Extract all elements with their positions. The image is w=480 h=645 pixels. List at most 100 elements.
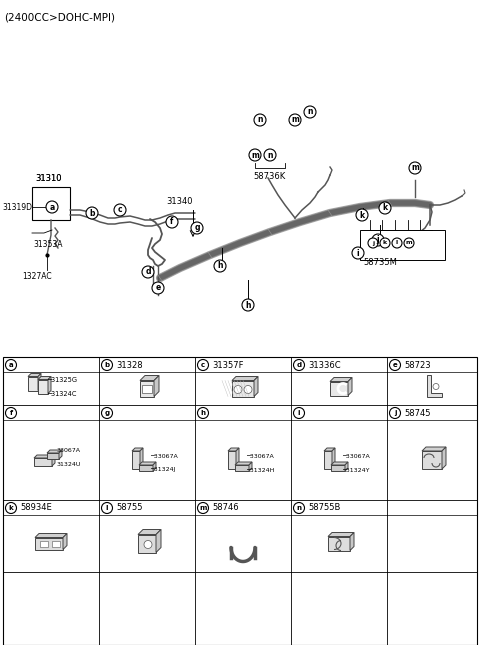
Polygon shape <box>47 453 59 459</box>
Circle shape <box>197 359 208 370</box>
Circle shape <box>152 282 164 294</box>
Polygon shape <box>427 375 442 397</box>
Circle shape <box>242 299 254 311</box>
Text: ─31324Y: ─31324Y <box>342 468 370 473</box>
Polygon shape <box>28 377 38 390</box>
Polygon shape <box>35 537 63 550</box>
Text: h: h <box>217 261 223 270</box>
Polygon shape <box>232 381 254 397</box>
Circle shape <box>86 207 98 219</box>
Polygon shape <box>332 448 335 469</box>
Text: j: j <box>394 410 396 416</box>
Circle shape <box>433 384 439 390</box>
Polygon shape <box>138 535 156 553</box>
Text: 31357F: 31357F <box>212 361 243 370</box>
Text: j: j <box>372 241 374 246</box>
Polygon shape <box>48 377 51 393</box>
Text: m: m <box>411 163 419 172</box>
Circle shape <box>5 408 16 419</box>
Polygon shape <box>249 462 252 471</box>
Circle shape <box>101 408 112 419</box>
Polygon shape <box>38 373 41 390</box>
Text: k: k <box>9 505 13 511</box>
Circle shape <box>166 216 178 228</box>
Circle shape <box>409 162 421 174</box>
Circle shape <box>389 359 400 370</box>
Circle shape <box>289 114 301 126</box>
Circle shape <box>293 408 304 419</box>
Bar <box>40 541 48 546</box>
Text: c: c <box>118 206 122 215</box>
Text: ─33067A: ─33067A <box>342 453 370 459</box>
Bar <box>142 384 152 393</box>
Polygon shape <box>38 377 51 379</box>
Text: k: k <box>360 210 365 219</box>
Circle shape <box>392 238 402 248</box>
Polygon shape <box>228 448 239 451</box>
Circle shape <box>368 238 378 248</box>
Polygon shape <box>331 465 345 471</box>
Text: l: l <box>396 241 398 246</box>
Circle shape <box>380 238 390 248</box>
Polygon shape <box>132 448 143 451</box>
Circle shape <box>46 201 58 213</box>
Polygon shape <box>324 448 335 451</box>
Polygon shape <box>156 530 161 553</box>
Text: n: n <box>267 150 273 159</box>
Text: 58934E: 58934E <box>20 504 52 513</box>
Text: m: m <box>251 150 259 159</box>
Polygon shape <box>254 377 258 397</box>
Text: f: f <box>10 410 12 416</box>
Polygon shape <box>140 448 143 469</box>
Polygon shape <box>232 377 258 381</box>
Text: d: d <box>145 268 151 277</box>
Text: l: l <box>106 505 108 511</box>
Text: ─31324J: ─31324J <box>150 468 176 473</box>
Polygon shape <box>140 375 159 381</box>
Text: 31353A: 31353A <box>33 240 62 249</box>
Polygon shape <box>63 533 67 550</box>
Bar <box>52 541 60 546</box>
Circle shape <box>379 202 391 214</box>
Bar <box>3 357 477 645</box>
Circle shape <box>293 359 304 370</box>
Circle shape <box>244 386 252 393</box>
Bar <box>32 187 70 220</box>
Text: c: c <box>201 362 205 368</box>
Circle shape <box>142 266 154 278</box>
Text: 31328: 31328 <box>116 361 143 370</box>
Circle shape <box>101 502 112 513</box>
Text: i: i <box>298 410 300 416</box>
Polygon shape <box>331 462 348 465</box>
Text: ─33067A: ─33067A <box>246 453 274 459</box>
Text: n: n <box>257 115 263 124</box>
Text: (2400CC>DOHC-MPI): (2400CC>DOHC-MPI) <box>4 13 115 23</box>
Text: 33067A: 33067A <box>57 448 81 453</box>
Text: ─31325G: ─31325G <box>47 377 77 384</box>
Text: ─31324H: ─31324H <box>246 468 275 473</box>
Circle shape <box>404 238 414 248</box>
Circle shape <box>197 408 208 419</box>
Circle shape <box>293 502 304 513</box>
Polygon shape <box>139 462 156 465</box>
Polygon shape <box>328 533 354 537</box>
Polygon shape <box>138 530 161 535</box>
Polygon shape <box>350 533 354 550</box>
Circle shape <box>214 260 226 272</box>
Circle shape <box>197 502 208 513</box>
Circle shape <box>191 222 203 234</box>
Circle shape <box>352 247 364 259</box>
Polygon shape <box>348 377 352 395</box>
Text: 58735M: 58735M <box>363 258 397 267</box>
Polygon shape <box>52 455 55 466</box>
Polygon shape <box>34 458 52 466</box>
Text: m: m <box>291 115 299 124</box>
Polygon shape <box>154 375 159 397</box>
Text: 58746: 58746 <box>212 504 239 513</box>
Circle shape <box>234 386 242 393</box>
Circle shape <box>249 149 261 161</box>
Circle shape <box>114 204 126 216</box>
Circle shape <box>264 149 276 161</box>
Polygon shape <box>139 465 153 471</box>
Text: a: a <box>49 203 55 212</box>
